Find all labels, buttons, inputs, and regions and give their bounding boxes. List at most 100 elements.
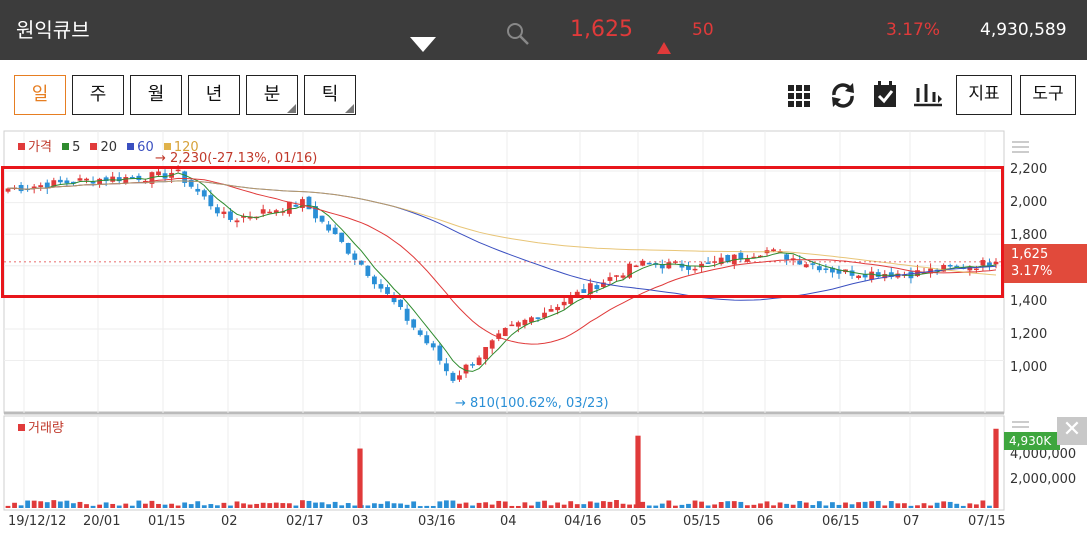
volume-bar	[620, 503, 626, 508]
price-tick: 2,000	[1010, 195, 1048, 210]
candle-body	[542, 312, 547, 318]
volume-bar	[836, 504, 842, 508]
candle-body	[568, 295, 574, 304]
tab-day[interactable]: 일	[14, 75, 66, 115]
moving-average-line	[7, 180, 997, 301]
candle-body	[358, 260, 364, 265]
volume-bar	[378, 503, 384, 508]
candle-body	[365, 265, 371, 276]
candle-body	[208, 195, 214, 207]
volume-spike	[993, 428, 999, 508]
candle-body	[162, 173, 168, 179]
grid-icon[interactable]	[784, 78, 816, 112]
candle-body	[450, 372, 456, 381]
volume-tick: 4,000,000	[1010, 447, 1077, 462]
candle-body	[214, 207, 220, 214]
volume-bar	[653, 505, 659, 508]
candle-body	[470, 364, 475, 366]
tab-minute[interactable]: 분	[246, 75, 298, 115]
volume-legend-label: 거래량	[28, 421, 64, 436]
stock-name[interactable]: 원익큐브	[16, 18, 90, 42]
compare-icon[interactable]	[912, 78, 944, 112]
candle-body	[601, 282, 606, 288]
tab-tick[interactable]: 틱	[304, 75, 356, 115]
candle-body	[993, 261, 999, 265]
candle-body	[862, 274, 868, 278]
candle-body	[483, 347, 489, 360]
date-tick: 20/01	[83, 514, 121, 529]
candle-body	[293, 204, 299, 207]
volume-bar	[430, 505, 436, 508]
candle-body	[241, 215, 246, 218]
candle-body	[941, 264, 947, 272]
volume-bar	[306, 500, 312, 508]
volume-bar	[280, 503, 286, 508]
indicator-button[interactable]: 지표	[956, 75, 1012, 115]
trade-volume: 4,930,589	[980, 20, 1067, 40]
date-tick: 06	[757, 514, 774, 529]
calendar-check-icon[interactable]	[869, 78, 901, 112]
low-annotation: → 810(100.62%, 03/23)	[455, 396, 609, 411]
date-tick: 19/12/12	[8, 514, 67, 529]
candle-body	[267, 211, 273, 214]
candle-body	[31, 186, 37, 189]
volume-bar	[457, 503, 462, 508]
tools-button[interactable]: 도구	[1020, 75, 1076, 115]
candle-body	[797, 260, 803, 265]
volume-bar	[319, 502, 325, 508]
volume-bar	[947, 501, 953, 508]
tab-day-label: 일	[31, 84, 49, 105]
volume-bar	[699, 501, 704, 508]
candle-body	[300, 199, 305, 208]
candle-body	[640, 260, 646, 266]
candle-body	[555, 306, 561, 311]
chart-area[interactable]	[0, 128, 1087, 536]
volume-bar	[555, 502, 561, 508]
search-icon[interactable]	[505, 12, 531, 45]
candle-body	[561, 301, 567, 306]
volume-spike	[635, 435, 641, 508]
candle-body	[149, 172, 155, 184]
tab-week[interactable]: 주	[72, 75, 124, 115]
chevron-down-icon[interactable]	[408, 20, 438, 52]
price-tick: 2,200	[1010, 162, 1048, 177]
refresh-icon[interactable]	[827, 78, 859, 112]
legend-ma60-swatch	[127, 143, 135, 150]
volume-bar	[738, 501, 744, 508]
drag-handle-icon[interactable]	[1012, 138, 1029, 153]
legend-ma60-label: 60	[137, 140, 154, 155]
volume-bar	[293, 505, 299, 508]
candle-body	[352, 253, 358, 260]
candle-body	[437, 345, 443, 361]
volume-bar	[162, 504, 168, 508]
date-tick: 05/15	[683, 514, 721, 529]
high-annotation: → 2,230(-27.13%, 01/16)	[155, 151, 318, 166]
volume-bar	[44, 502, 50, 508]
candle-body	[5, 188, 11, 192]
stock-chart[interactable]	[0, 128, 1087, 536]
volume-bar	[391, 503, 397, 508]
volume-bar	[12, 502, 17, 508]
candle-body	[771, 249, 776, 252]
volume-bar	[522, 502, 528, 508]
volume-bar	[64, 500, 70, 508]
tab-year[interactable]: 년	[188, 75, 240, 115]
volume-bar	[803, 502, 809, 508]
candle-body	[744, 258, 750, 262]
volume-bar	[71, 503, 76, 508]
volume-bar	[339, 505, 345, 508]
candle-body	[195, 188, 201, 192]
close-icon[interactable]: ✕	[1057, 417, 1087, 445]
candle-body	[286, 201, 292, 214]
volume-bar	[856, 502, 861, 508]
price-tick: 1,400	[1010, 294, 1048, 309]
candle-body	[496, 333, 502, 339]
drag-handle-icon[interactable]	[1012, 418, 1029, 432]
date-tick: 02/17	[286, 514, 324, 529]
volume-bar	[810, 505, 816, 508]
tab-month[interactable]: 월	[130, 75, 182, 115]
volume-bar	[987, 505, 992, 508]
volume-bar	[372, 503, 377, 508]
candle-body	[967, 266, 973, 271]
volume-bar	[816, 501, 822, 508]
